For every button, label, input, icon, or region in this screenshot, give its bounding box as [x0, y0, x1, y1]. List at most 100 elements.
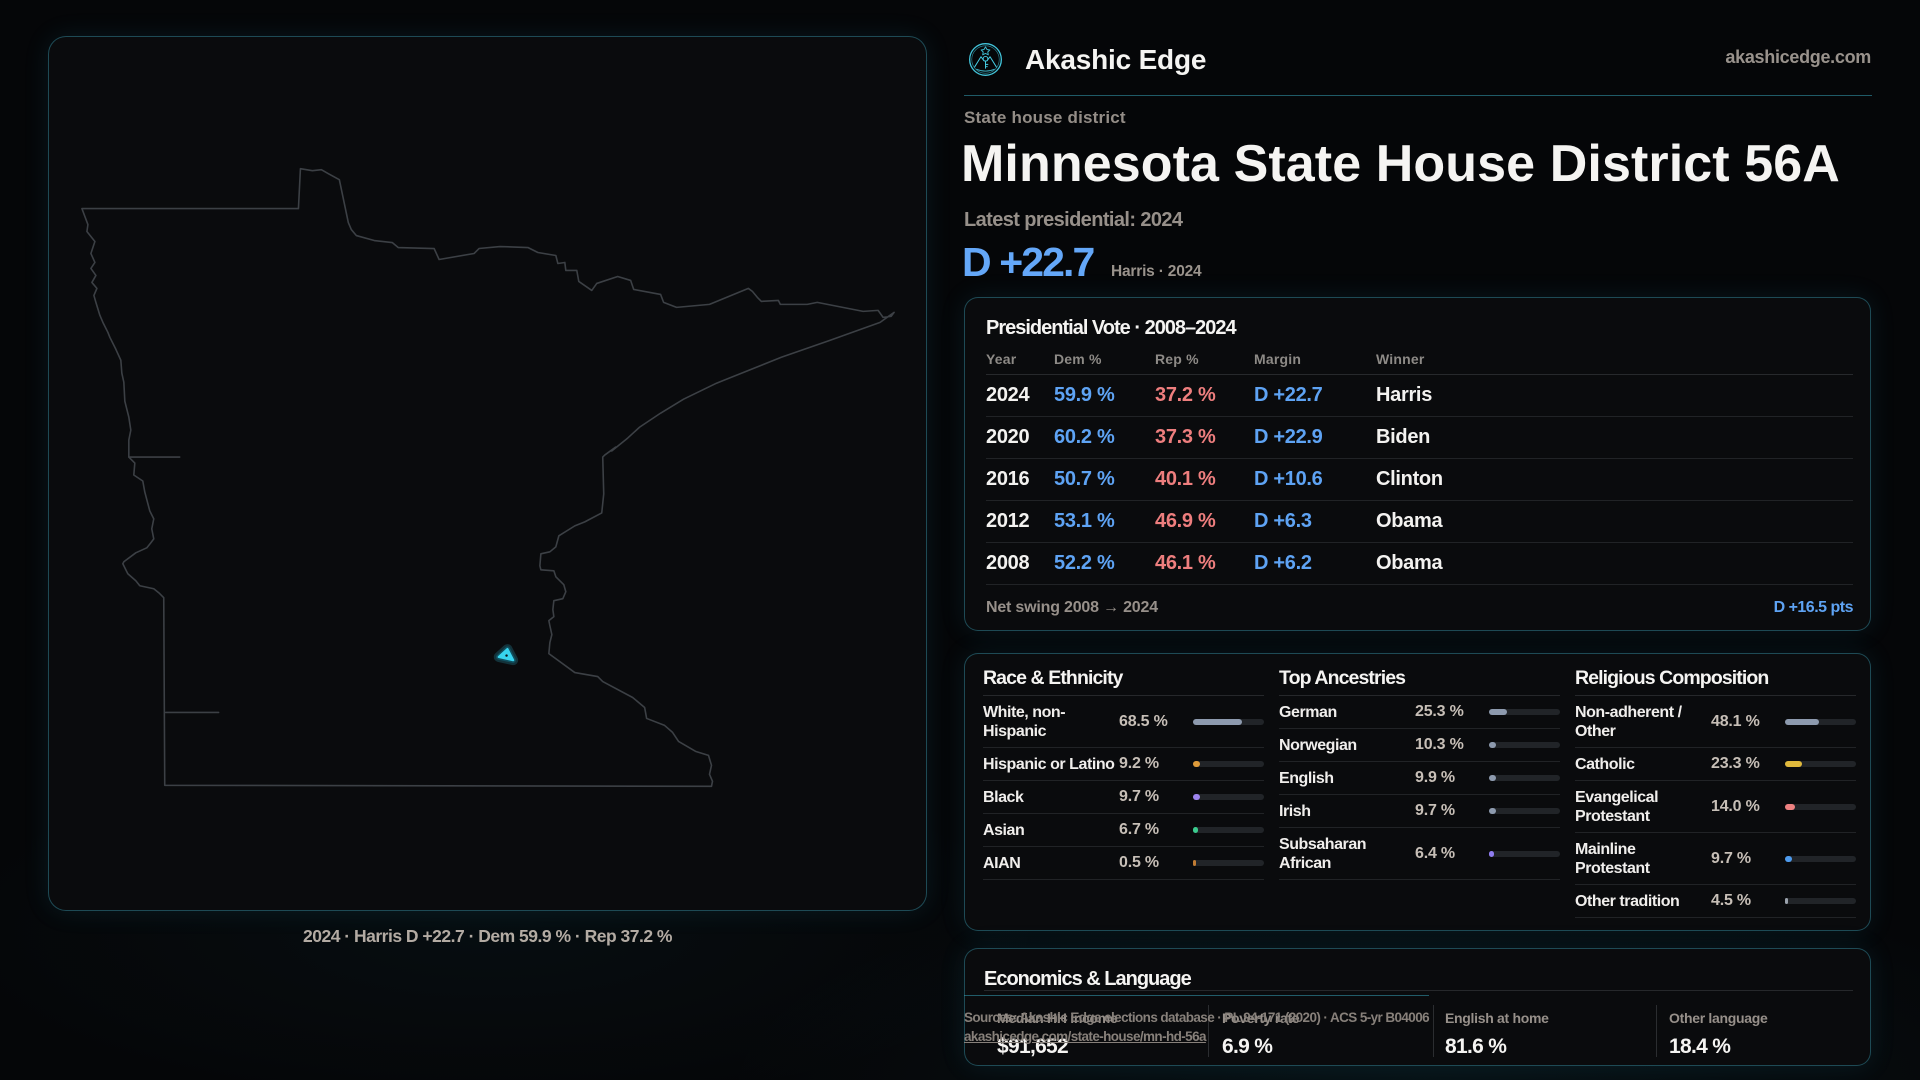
vote-winner: Obama: [1376, 552, 1443, 574]
demographic-bar-fill: [1193, 827, 1198, 833]
vote-margin: D +22.9: [1254, 426, 1323, 448]
district-map-panel: [48, 36, 927, 911]
religious-composition-column: Religious Composition Non-adherent / Oth…: [1575, 654, 1856, 918]
map-caption: 2024 · Harris D +22.7 · Dem 59.9 % · Rep…: [303, 926, 673, 946]
demographic-label: Asian: [983, 821, 1025, 839]
demographic-row: Non-adherent / Other 48.1 %: [1575, 696, 1856, 748]
religious-composition-title: Religious Composition: [1575, 654, 1856, 696]
vote-dem: 50.7 %: [1054, 468, 1115, 490]
demographics-panel: Race & Ethnicity White, non-Hispanic 68.…: [964, 653, 1871, 931]
sources-attribution: Sources: Akashic Edge elections database…: [964, 995, 1430, 1046]
vote-rep: 46.9 %: [1155, 510, 1216, 532]
economics-title: Economics & Language: [984, 968, 1192, 990]
vote-year: 2020: [986, 426, 1030, 448]
vote-rep: 37.3 %: [1155, 426, 1216, 448]
demographic-row: English 9.9 %: [1279, 762, 1560, 795]
vote-dem: 60.2 %: [1054, 426, 1115, 448]
demographic-bar-fill: [1785, 761, 1802, 767]
akashic-edge-logo-icon: [969, 43, 1002, 76]
demographic-bar-track: [1489, 850, 1560, 857]
demographic-bar-track: [1193, 718, 1264, 725]
demographic-value: 9.2 %: [1119, 755, 1159, 772]
economics-stat-label: Poverty rate: [1222, 1010, 1300, 1026]
demographic-row: Other tradition 4.5 %: [1575, 885, 1856, 918]
demographic-row: White, non-Hispanic 68.5 %: [983, 696, 1264, 748]
demographic-value: 9.9 %: [1415, 769, 1455, 786]
net-swing-value: D +16.5 pts: [1773, 599, 1854, 616]
demographic-row: Norwegian 10.3 %: [1279, 729, 1560, 762]
vote-margin: D +6.2: [1254, 552, 1312, 574]
vote-rep: 37.2 %: [1155, 384, 1216, 406]
race-ethnicity-column: Race & Ethnicity White, non-Hispanic 68.…: [983, 654, 1264, 918]
demographic-label: Irish: [1279, 802, 1311, 820]
vote-col-year: Year: [986, 351, 1017, 367]
economics-stat-label: English at home: [1445, 1010, 1549, 1026]
demographic-row: Hispanic or Latino 9.2 %: [983, 748, 1264, 781]
latest-presidential-label: Latest presidential: 2024: [964, 209, 1183, 231]
demographic-label: AIAN: [983, 854, 1021, 872]
demographic-value: 6.7 %: [1119, 821, 1159, 838]
economics-stat: English at home 81.6 %: [1445, 1010, 1549, 1059]
net-swing-label: Net swing 2008 → 2024: [986, 599, 1158, 616]
vote-dem: 52.2 %: [1054, 552, 1115, 574]
sources-url-link[interactable]: akashicedge.com/state-house/mn-hd-56a: [964, 1029, 1206, 1044]
demographic-bar-fill: [1489, 742, 1497, 748]
demographic-value: 10.3 %: [1415, 736, 1464, 753]
vote-col-rep: Rep %: [1155, 351, 1199, 367]
demographic-bar-fill: [1785, 855, 1792, 862]
vote-year: 2012: [986, 510, 1030, 532]
demographic-value: 6.4 %: [1415, 844, 1455, 862]
demographic-bar-track: [1193, 794, 1264, 800]
vote-margin: D +6.3: [1254, 510, 1312, 532]
demographic-value: 48.1 %: [1711, 712, 1760, 730]
economics-stat-label: Other language: [1669, 1010, 1768, 1026]
demographic-label: White, non-Hispanic: [983, 703, 1066, 740]
demographic-label: Black: [983, 788, 1024, 806]
demographic-row: Evangelical Protestant 14.0 %: [1575, 781, 1856, 833]
demographic-value: 0.5 %: [1119, 854, 1159, 871]
demographic-bar-fill: [1193, 718, 1242, 725]
demographic-label: English: [1279, 769, 1334, 787]
demographic-label: Catholic: [1575, 755, 1635, 773]
economics-panel: Economics & Language Median HH income $9…: [964, 948, 1871, 1066]
demographic-value: 9.7 %: [1711, 849, 1751, 867]
economics-column-divider: [1656, 1005, 1657, 1057]
vote-year: 2024: [986, 384, 1030, 406]
demographic-row: Subsaharan African 6.4 %: [1279, 828, 1560, 880]
economics-stat-value: 6.9 %: [1222, 1035, 1273, 1058]
vote-dem: 53.1 %: [1054, 510, 1115, 532]
demographic-bar-fill: [1193, 761, 1200, 767]
race-ethnicity-rows: White, non-Hispanic 68.5 % Hispanic or L…: [983, 696, 1264, 880]
state-border-spurs: [128, 456, 220, 714]
economics-title-divider: [984, 990, 1853, 991]
demographic-bar-fill: [1489, 850, 1494, 857]
sources-line: Sources: Akashic Edge elections database…: [964, 1010, 1430, 1025]
economics-stat-value: 18.4 %: [1669, 1035, 1731, 1058]
demographic-row: Irish 9.7 %: [1279, 795, 1560, 828]
brand-name[interactable]: Akashic Edge: [1025, 44, 1207, 75]
demographic-row: AIAN 0.5 %: [983, 847, 1264, 880]
site-domain-link[interactable]: akashicedge.com: [1725, 47, 1871, 67]
demographic-label: Norwegian: [1279, 736, 1357, 754]
demographic-value: 4.5 %: [1711, 892, 1751, 909]
demographic-bar-track: [1489, 742, 1560, 748]
presidential-vote-panel: Presidential Vote · 2008–2024 Year Dem %…: [964, 297, 1871, 631]
demographic-bar-fill: [1489, 808, 1496, 814]
demographic-value: 25.3 %: [1415, 703, 1464, 720]
demographic-bar-track: [1489, 775, 1560, 781]
demographic-bar-fill: [1193, 794, 1200, 800]
demographic-bar-fill: [1489, 709, 1507, 715]
minnesota-outline: [81, 167, 895, 788]
vote-col-margin: Margin: [1254, 351, 1302, 367]
vote-margin: D +10.6: [1254, 468, 1323, 490]
demographic-bar-track: [1785, 898, 1856, 904]
economics-stat-value: $91,652: [997, 1035, 1069, 1058]
district-marker[interactable]: [493, 644, 519, 666]
demographic-label: Non-adherent / Other: [1575, 703, 1682, 740]
demographic-label: German: [1279, 703, 1337, 721]
demographic-bar-track: [1785, 718, 1856, 725]
vote-table-row: 2024 59.9 % 37.2 % D +22.7 Harris: [986, 375, 1853, 417]
demographic-row: German 25.3 %: [1279, 696, 1560, 729]
vote-dem: 59.9 %: [1054, 384, 1115, 406]
demographic-row: Asian 6.7 %: [983, 814, 1264, 847]
